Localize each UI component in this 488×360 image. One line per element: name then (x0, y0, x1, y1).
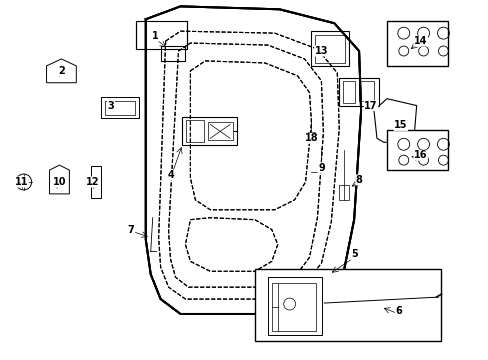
Text: 3: 3 (107, 100, 114, 111)
Bar (358, 81, 373, 100)
Text: 18: 18 (304, 133, 318, 143)
Bar (182, 117, 237, 145)
Bar (254, 269, 441, 341)
Text: 5: 5 (350, 249, 357, 260)
Bar (101, 96, 139, 118)
Text: 7: 7 (127, 225, 134, 235)
Text: 2: 2 (58, 66, 65, 76)
Bar (208, 122, 233, 140)
Bar (271, 283, 316, 331)
Bar (386, 130, 447, 170)
Text: 14: 14 (413, 36, 427, 46)
Bar (267, 277, 322, 335)
Bar (161, 46, 185, 61)
Bar (386, 21, 447, 66)
Text: 6: 6 (395, 306, 401, 316)
Text: 17: 17 (364, 100, 377, 111)
Bar (315, 35, 345, 63)
Bar (91, 166, 101, 198)
Polygon shape (145, 6, 360, 314)
Text: 9: 9 (317, 163, 324, 173)
Text: 13: 13 (314, 46, 327, 56)
Text: 10: 10 (53, 177, 66, 187)
Bar (311, 31, 348, 66)
Bar (105, 100, 135, 114)
Text: 1: 1 (152, 31, 159, 41)
Bar (343, 81, 354, 103)
Text: 8: 8 (355, 175, 362, 185)
Text: 16: 16 (413, 150, 427, 160)
Text: 4: 4 (167, 170, 174, 180)
Bar (339, 185, 348, 200)
Bar (136, 21, 187, 49)
Text: 11: 11 (15, 177, 28, 187)
Bar (339, 78, 378, 105)
Bar (186, 121, 204, 142)
Text: 15: 15 (393, 121, 407, 130)
Bar (307, 132, 315, 142)
Text: 12: 12 (86, 177, 100, 187)
